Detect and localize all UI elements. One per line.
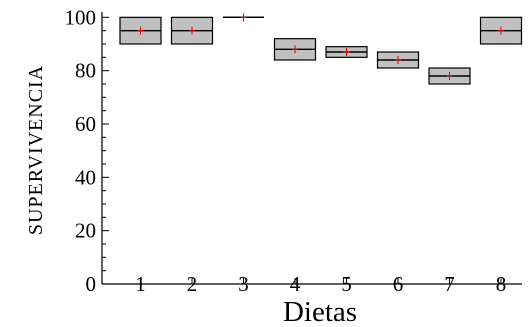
y-tick-label: 20 — [75, 219, 96, 243]
x-axis-title: Dietas — [283, 296, 357, 327]
x-tick-label: 1 — [135, 272, 146, 296]
y-tick-label: 80 — [75, 59, 96, 83]
x-tick-label: 2 — [187, 272, 198, 296]
box-2 — [170, 16, 214, 45]
y-axis-title: SUPERVIVENCIA — [25, 65, 47, 235]
box-1 — [119, 16, 162, 45]
x-tick-label: 8 — [496, 272, 507, 296]
x-tick-label: 7 — [444, 272, 455, 296]
box-7 — [428, 67, 471, 85]
box-4 — [273, 38, 317, 61]
box-3 — [223, 13, 264, 22]
x-tick-label: 6 — [393, 272, 404, 296]
x-tick-label: 5 — [341, 272, 352, 296]
box-5 — [325, 46, 368, 58]
y-tick-label: 40 — [75, 165, 96, 189]
y-tick-label: 100 — [65, 5, 97, 29]
y-tick-label: 60 — [75, 112, 96, 136]
x-tick-label: 3 — [238, 272, 249, 296]
x-tick-label: 4 — [290, 272, 301, 296]
axes-layer: 0 20 40 60 80 100 1 2 3 4 5 6 7 8 — [65, 5, 522, 296]
box-6 — [376, 51, 420, 69]
box-8 — [479, 16, 523, 45]
boxes-layer — [119, 13, 523, 85]
y-tick-label: 0 — [86, 272, 97, 296]
